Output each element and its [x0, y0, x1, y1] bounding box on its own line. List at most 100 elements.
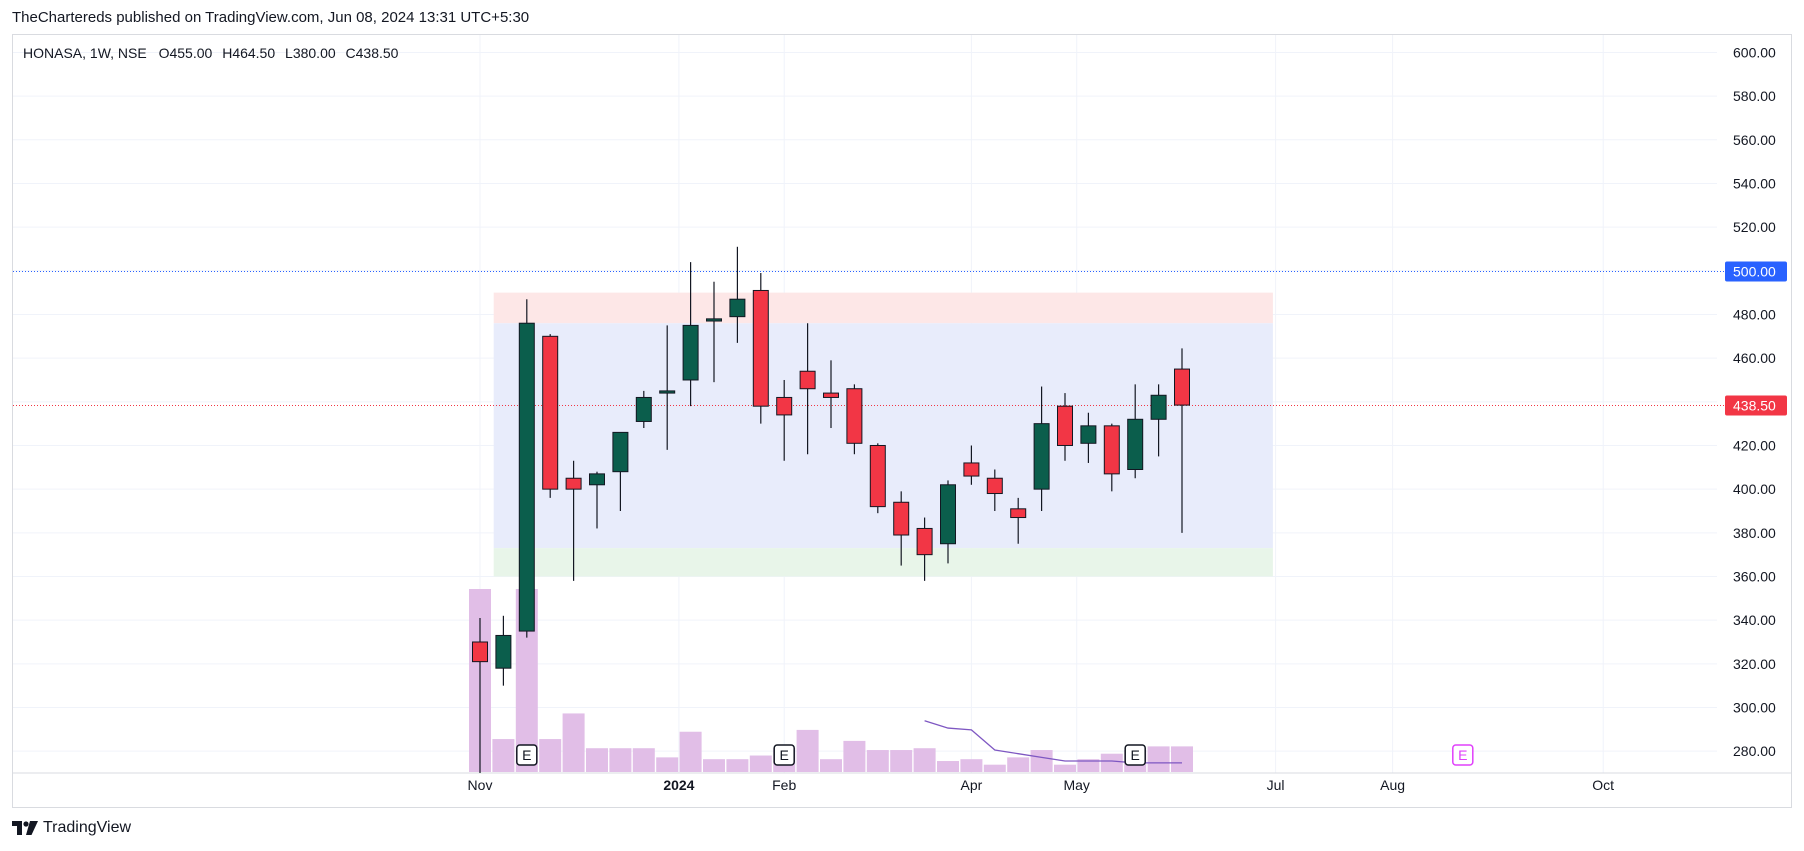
candle[interactable]: [963, 445, 980, 485]
candle-body[interactable]: [823, 392, 839, 398]
y-tick-label: 460.00: [1733, 350, 1776, 366]
candle[interactable]: [472, 617, 488, 773]
chart-frame: [12, 34, 1792, 808]
candle-body[interactable]: [776, 396, 793, 416]
candle[interactable]: [1080, 412, 1097, 463]
candle[interactable]: [893, 491, 910, 566]
candle[interactable]: [495, 615, 512, 686]
candle[interactable]: [846, 384, 863, 455]
candle-body[interactable]: [1174, 368, 1190, 406]
candle-body[interactable]: [1127, 418, 1144, 471]
time-axis[interactable]: Nov 2024 Feb Apr May Jul Aug Oct: [468, 777, 1615, 793]
candle-body[interactable]: [1080, 425, 1097, 444]
candle[interactable]: [682, 262, 699, 407]
price-line-label-bg: [1725, 261, 1787, 282]
volume-bar: [820, 759, 842, 772]
candle-body[interactable]: [495, 634, 512, 669]
candle-body[interactable]: [846, 388, 863, 444]
volume-bar: [632, 748, 655, 772]
volume-bar: [983, 764, 1006, 772]
candle-body[interactable]: [612, 431, 629, 473]
candle-body[interactable]: [1010, 508, 1027, 519]
candle-body[interactable]: [752, 289, 769, 407]
candle[interactable]: [635, 390, 652, 429]
candle[interactable]: [986, 469, 1003, 511]
candle[interactable]: [916, 517, 933, 581]
tradingview-logo[interactable]: TradingView: [12, 819, 131, 837]
candle[interactable]: [659, 325, 676, 450]
candle-body[interactable]: [659, 390, 676, 394]
y-tick-label: 400.00: [1733, 481, 1776, 497]
candle-body[interactable]: [589, 473, 605, 486]
candle-body[interactable]: [1150, 394, 1167, 420]
earnings-marker-box[interactable]: [516, 744, 538, 766]
candle[interactable]: [1103, 423, 1120, 492]
candle[interactable]: [1150, 384, 1167, 457]
candle-body[interactable]: [682, 324, 699, 381]
volume-bar: [609, 748, 632, 772]
candle[interactable]: [542, 334, 559, 498]
earnings-marker[interactable]: E: [516, 744, 538, 766]
candle-body[interactable]: [799, 370, 816, 390]
candle[interactable]: [823, 360, 839, 429]
symbol-info: HONASA, 1W, NSE: [23, 45, 147, 61]
ohlc-high: H464.50: [222, 45, 276, 61]
candle[interactable]: [1174, 348, 1190, 533]
tradingview-brand: TradingView: [43, 819, 132, 836]
candle[interactable]: [799, 323, 816, 455]
y-tick-label: 300.00: [1733, 699, 1776, 715]
earnings-marker[interactable]: E: [1124, 744, 1146, 766]
candle[interactable]: [1127, 384, 1144, 479]
candle-body[interactable]: [1057, 405, 1073, 446]
candle[interactable]: [940, 480, 956, 564]
price-axis[interactable]: 600.00 580.00 560.00 540.00 520.00 500.00 480.…: [1725, 44, 1787, 759]
x-tick-label: Nov: [468, 777, 493, 793]
candle[interactable]: [518, 299, 535, 638]
candle-body[interactable]: [542, 335, 559, 490]
earnings-marker[interactable]: E: [1452, 744, 1474, 766]
volume-bar: [866, 750, 889, 772]
candle[interactable]: [776, 379, 793, 461]
candle-body[interactable]: [635, 396, 652, 422]
volume-bar: [1054, 764, 1076, 772]
y-tick-label: 420.00: [1733, 437, 1776, 453]
candle[interactable]: [589, 471, 605, 529]
candle[interactable]: [565, 460, 582, 581]
earnings-marker-box[interactable]: [1452, 744, 1474, 766]
candle[interactable]: [1057, 393, 1073, 461]
candle-body[interactable]: [729, 298, 746, 318]
earnings-marker-box[interactable]: [773, 744, 795, 766]
y-tick-label: 340.00: [1733, 612, 1776, 628]
candle-body[interactable]: [518, 322, 535, 632]
candle-body[interactable]: [963, 462, 980, 477]
candle[interactable]: [1033, 386, 1050, 511]
candle-body[interactable]: [1103, 425, 1120, 475]
candle-body[interactable]: [940, 484, 956, 545]
candle[interactable]: [706, 281, 722, 383]
candle-body[interactable]: [472, 641, 488, 663]
volume-bar: [913, 748, 936, 772]
symbol-legend: HONASA, 1W, NSE O455.00 H464.50 L380.00 …: [23, 45, 406, 61]
candle[interactable]: [1010, 497, 1027, 544]
earnings-marker[interactable]: E: [773, 744, 795, 766]
candle[interactable]: [612, 431, 629, 511]
candle-body[interactable]: [706, 318, 722, 322]
candle-body[interactable]: [893, 501, 910, 536]
candle[interactable]: [729, 246, 746, 343]
candle-body[interactable]: [1033, 423, 1050, 490]
y-tick-label: 480.00: [1733, 306, 1776, 322]
candle-body[interactable]: [986, 477, 1003, 495]
x-tick-label: May: [1063, 777, 1089, 793]
candle-body[interactable]: [869, 444, 886, 508]
earnings-marker-box[interactable]: [1124, 744, 1146, 766]
candle-body[interactable]: [916, 527, 933, 556]
candle-body[interactable]: [565, 477, 582, 490]
candle[interactable]: [869, 443, 886, 514]
volume-bar: [796, 729, 819, 772]
candles[interactable]: [472, 246, 1190, 773]
candle[interactable]: [752, 272, 769, 424]
x-tick-label: Aug: [1380, 777, 1405, 793]
price-line-label: 500.00: [1733, 264, 1776, 280]
